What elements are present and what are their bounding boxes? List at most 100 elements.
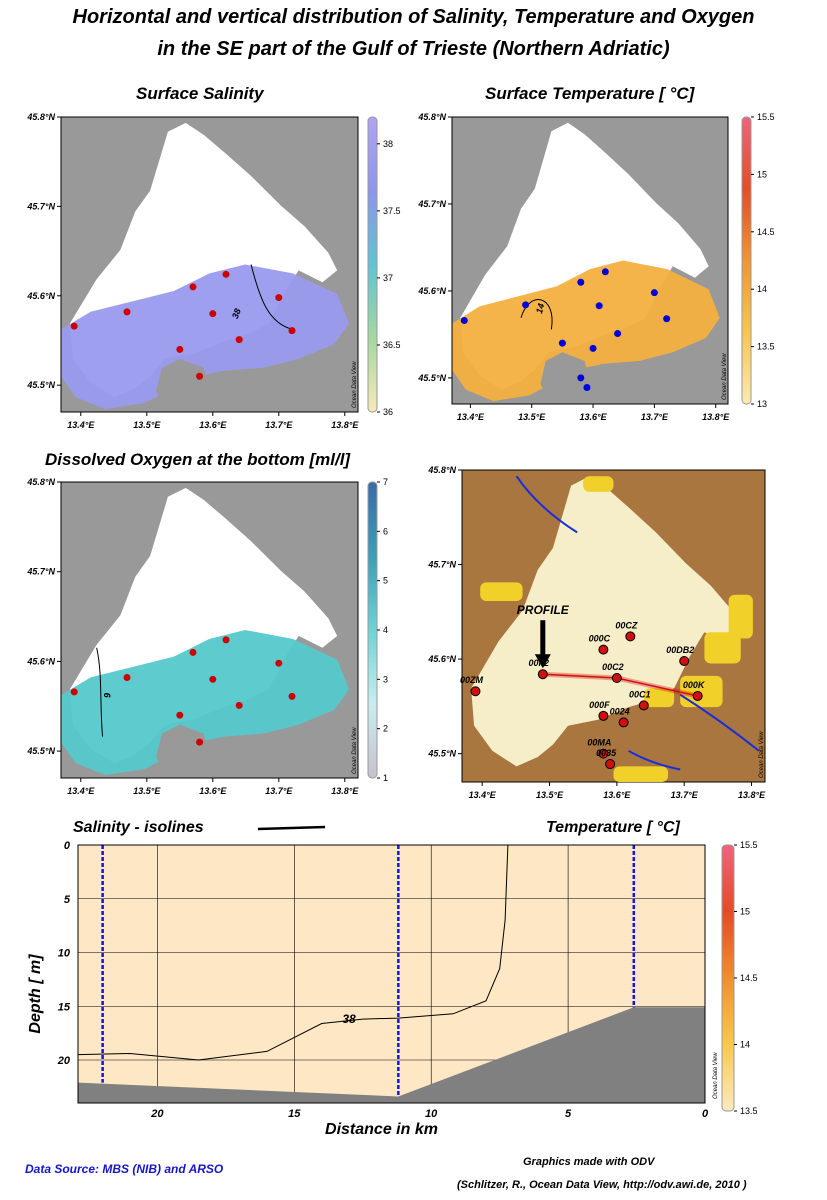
odv-watermark: Ocean Data View — [713, 1052, 719, 1099]
colorbar-bar — [367, 481, 378, 779]
coast-land — [156, 358, 210, 412]
station-dot — [577, 278, 585, 286]
y-tick-label: 45.5°N — [26, 746, 55, 756]
colorbar-tick-label: 15.5 — [740, 840, 758, 850]
map-panel-2: 13.4°E 13.5°E 13.6°E 13.7°E 13.8°E 45.8°N 45.7… — [417, 112, 730, 422]
station-dot — [196, 372, 204, 380]
colorbar-tick-label: 13.5 — [740, 1106, 758, 1116]
x-tick-label: 20 — [150, 1108, 164, 1120]
station-dot — [650, 289, 658, 297]
map-frame — [60, 116, 359, 413]
section-xlabel: Distance in km — [325, 1121, 438, 1138]
odv-watermark: Ocean Data View — [352, 727, 358, 774]
station-label: 0035 — [596, 748, 617, 758]
y-tick-label: 45.5°N — [26, 380, 55, 390]
y-tick-label: 45.7°N — [26, 201, 55, 211]
x-tick-label: 13.5°E — [518, 412, 546, 422]
colorbar-tick-label: 4 — [383, 625, 388, 635]
station-dot — [123, 308, 131, 316]
colorbar-bar — [741, 116, 752, 405]
salinity-panel-title: Surface Salinity — [136, 84, 264, 103]
map-frame — [461, 469, 766, 783]
y-tick-label: 45.6°N — [26, 656, 55, 666]
title-line-2: in the SE part of the Gulf of Trieste (N… — [157, 38, 670, 60]
colorbar-tick-label: 7 — [383, 477, 388, 487]
colorbar-tick-label: 14 — [757, 284, 767, 294]
section-frame — [77, 844, 706, 1104]
isoline-label: 14 — [534, 302, 546, 314]
urban-area — [704, 632, 741, 664]
x-tick-label: 13.6°E — [199, 420, 227, 430]
map-panel-4: 13.4°E 13.5°E 13.6°E 13.7°E 13.8°E 45.8°N 45.7… — [427, 465, 766, 800]
station-label: 00MA — [587, 738, 611, 748]
station-dot — [176, 345, 184, 353]
station-marker — [605, 759, 616, 770]
station-dot — [663, 315, 671, 323]
odv-note: Graphics made with ODV — [523, 1156, 655, 1168]
station-dot — [189, 648, 197, 656]
odv-watermark: Ocean Data View — [759, 731, 765, 778]
x-tick-label: 13.8°E — [331, 420, 359, 430]
colorbar-tick-label: 36.5 — [383, 340, 401, 350]
y-tick-label: 0 — [64, 840, 71, 852]
isoline-legend-line — [257, 825, 326, 831]
coast-land — [559, 725, 614, 782]
station-dot — [589, 344, 597, 352]
colorbar-tick-label: 15 — [757, 169, 767, 179]
x-tick-label: 13.7°E — [265, 420, 293, 430]
station-dot — [209, 310, 217, 318]
x-tick-label: 13.6°E — [580, 412, 608, 422]
station-dot — [288, 327, 296, 335]
odv-credit: (Schlitzer, R., Ocean Data View, http://… — [457, 1179, 747, 1191]
colorbar-tick-label: 37 — [383, 273, 393, 283]
station-marker — [598, 644, 609, 655]
odv-watermark: Ocean Data View — [722, 353, 728, 400]
x-tick-label: 13.4°E — [67, 420, 95, 430]
urban-area — [583, 476, 614, 492]
station-dot — [275, 659, 283, 667]
station-dot — [275, 294, 283, 302]
station-marker — [638, 700, 649, 711]
y-tick-label: 5 — [64, 894, 71, 906]
station-label: 000K — [683, 680, 706, 690]
temperature-panel-title: Surface Temperature [ °C] — [485, 84, 695, 103]
colorbar-tick-label: 13 — [757, 399, 767, 409]
station-label: 000F — [589, 700, 610, 710]
y-tick-label: 15 — [58, 1001, 71, 1013]
y-tick-label: 45.8°N — [26, 112, 55, 122]
colorbar-tick-label: 14 — [740, 1040, 750, 1050]
station-dot — [614, 330, 622, 338]
isoline-label: 38 — [342, 1012, 356, 1026]
station-dot — [176, 711, 184, 719]
x-tick-label: 13.7°E — [671, 790, 699, 800]
urban-area — [680, 675, 723, 708]
station-marker — [692, 690, 703, 701]
map-frame — [451, 116, 729, 405]
y-tick-label: 45.7°N — [417, 199, 446, 209]
urban-area — [613, 766, 669, 782]
station-label: 00ZM — [460, 675, 484, 685]
map-frame — [60, 481, 359, 779]
x-tick-label: 13.6°E — [199, 786, 227, 796]
x-tick-label: 13.7°E — [265, 786, 293, 796]
interpolated-field — [61, 630, 350, 775]
station-label: 0024 — [610, 706, 630, 716]
station-dot — [123, 674, 131, 682]
station-dot — [189, 283, 197, 291]
river — [515, 475, 578, 534]
river — [679, 693, 760, 752]
station-label: 00F2 — [529, 658, 550, 668]
colorbar-tick-label: 15.5 — [757, 112, 775, 122]
station-label: 00DB2 — [666, 645, 694, 655]
station-dot — [522, 301, 530, 309]
y-tick-label: 45.5°N — [427, 749, 456, 759]
station-marker — [537, 669, 548, 680]
colorbar-bar — [721, 844, 735, 1112]
colorbar-tick-label: 14.5 — [757, 227, 775, 237]
colorbar-tick-label: 5 — [383, 576, 388, 586]
seafloor — [78, 1007, 705, 1103]
y-tick-label: 45.7°N — [427, 560, 456, 570]
river — [628, 749, 681, 771]
oxygen-panel-title: Dissolved Oxygen at the bottom [ml/l] — [45, 450, 351, 469]
